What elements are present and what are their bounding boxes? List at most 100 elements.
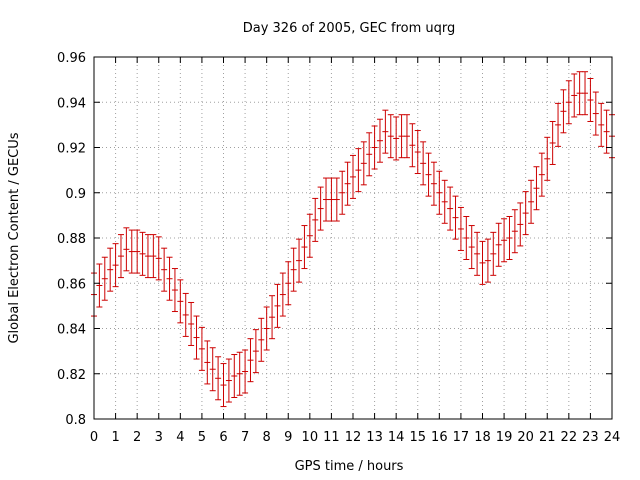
x-tick-label: 10	[302, 430, 319, 445]
error-bar	[128, 229, 135, 274]
error-bar	[587, 77, 594, 122]
error-bar	[355, 148, 362, 193]
error-bar	[441, 179, 448, 224]
error-bar	[296, 238, 303, 283]
error-bar	[565, 80, 572, 125]
error-bar	[290, 247, 297, 292]
error-bar	[430, 161, 437, 206]
error-bar	[328, 177, 335, 222]
error-bar	[560, 89, 567, 134]
error-bar	[350, 154, 356, 199]
y-tick-label: 0.94	[57, 96, 86, 111]
error-bar	[242, 349, 249, 394]
y-tick-label: 0.8	[65, 413, 86, 428]
error-bar	[376, 118, 383, 163]
x-tick-label: 6	[219, 430, 227, 445]
error-bar	[317, 186, 324, 231]
x-tick-label: 22	[561, 430, 578, 445]
grid-lines	[94, 57, 612, 419]
x-tick-label: 8	[263, 430, 271, 445]
error-bar	[398, 114, 405, 159]
x-tick-label: 19	[496, 430, 513, 445]
error-bar	[549, 120, 556, 165]
error-bar	[501, 218, 508, 263]
error-bar	[204, 340, 211, 385]
error-bar	[522, 191, 529, 236]
y-tick-labels: 0.8 0.82 0.84 0.86 0.88 0.9 0.92 0.94 0.96	[57, 51, 86, 428]
y-axis-title: Global Electron Content / GECUs	[7, 132, 22, 343]
error-bar	[371, 125, 378, 170]
error-bar	[312, 197, 319, 242]
error-bar	[96, 263, 103, 308]
x-tick-label: 9	[284, 430, 292, 445]
error-bar	[333, 177, 340, 222]
error-bar	[425, 152, 432, 197]
error-bar	[236, 351, 243, 396]
x-axis-title: GPS time / hours	[295, 459, 404, 474]
error-bar	[387, 114, 394, 159]
error-bar	[171, 268, 178, 313]
error-bar	[576, 71, 583, 116]
error-bar	[414, 130, 421, 175]
error-bars	[91, 71, 615, 408]
error-bar	[112, 243, 119, 288]
x-tick-label: 20	[517, 430, 534, 445]
error-bar	[182, 292, 189, 337]
error-bar	[484, 238, 491, 283]
x-tick-label: 13	[366, 430, 383, 445]
error-bar	[117, 234, 124, 279]
y-tick-label: 0.84	[57, 323, 86, 338]
x-tick-labels: 0 1 2 3 4 5 6 7 8 9 10 11 12 13 14 15 16 17 18 19 20 21 22 23 24	[90, 430, 620, 445]
error-bar	[344, 161, 351, 206]
error-bar	[209, 347, 216, 392]
x-tick-label: 1	[111, 430, 119, 445]
error-bar	[393, 116, 400, 161]
y-tick-label: 0.9	[65, 187, 86, 202]
error-bar	[269, 295, 276, 340]
error-bar	[339, 170, 346, 215]
error-bar	[101, 256, 108, 301]
error-bar	[161, 247, 168, 292]
error-bar	[177, 279, 184, 324]
error-bar	[188, 301, 195, 346]
chart-title: Day 326 of 2005, GEC from uqrg	[243, 21, 456, 36]
error-bar	[285, 261, 292, 306]
error-bar	[134, 229, 141, 274]
x-tick-label: 4	[176, 430, 184, 445]
error-bar	[533, 166, 540, 211]
error-bar	[403, 114, 410, 159]
error-bar	[447, 186, 454, 231]
error-bar	[323, 177, 330, 222]
error-bar	[306, 213, 313, 258]
error-bar	[457, 206, 464, 251]
x-tick-label: 12	[345, 430, 362, 445]
x-tick-label: 23	[582, 430, 599, 445]
error-bar	[495, 222, 502, 267]
error-bar	[517, 202, 524, 247]
x-tick-label: 0	[90, 430, 98, 445]
x-tick-label: 2	[133, 430, 141, 445]
error-bar	[479, 240, 486, 285]
error-bar	[571, 73, 578, 118]
error-bar	[193, 315, 200, 360]
x-tick-label: 14	[388, 430, 405, 445]
error-bar	[603, 109, 610, 154]
x-tick-label: 3	[155, 430, 163, 445]
error-bar	[538, 152, 545, 197]
error-bar	[252, 329, 259, 374]
x-tick-label: 5	[198, 430, 206, 445]
error-bar	[528, 179, 535, 224]
error-bar	[468, 225, 475, 270]
error-bar	[231, 354, 238, 399]
error-bar	[544, 136, 551, 181]
error-bar	[155, 236, 162, 281]
x-tick-label: 21	[539, 430, 556, 445]
x-tick-label: 7	[241, 430, 249, 445]
error-bar	[247, 338, 254, 383]
axis-ticks	[93, 56, 613, 420]
error-bar	[263, 306, 270, 351]
error-bar	[555, 102, 562, 147]
error-bar	[258, 317, 265, 362]
error-bar	[582, 71, 589, 116]
error-bar	[592, 91, 599, 136]
